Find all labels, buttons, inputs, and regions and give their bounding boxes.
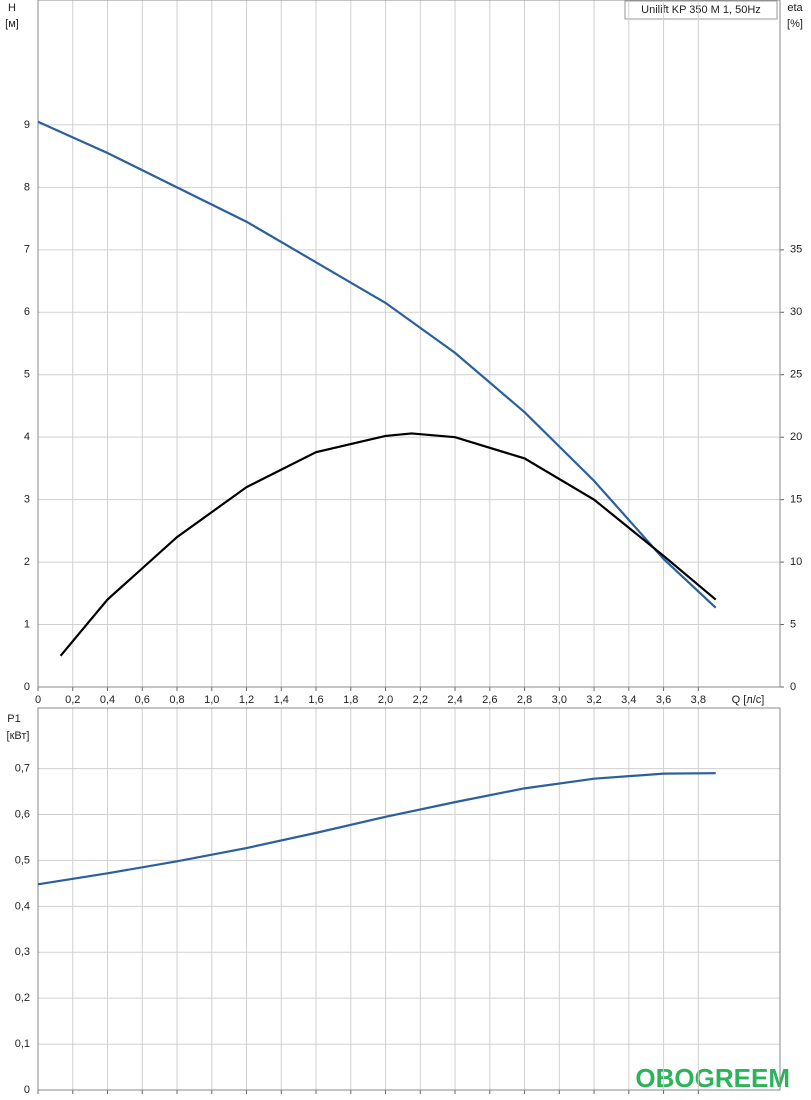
x-tick-label: 0,2 (65, 694, 80, 706)
series-line (37, 120, 717, 609)
x-tick-label: 1,0 (204, 694, 219, 706)
y2-tick-label: 10 (790, 556, 802, 568)
y-label: P1 (7, 713, 20, 725)
y-unit: [м] (5, 18, 19, 30)
y-tick-label: 0,4 (15, 900, 30, 912)
x-tick-label: 2,2 (413, 694, 428, 706)
x-tick-label: 1,2 (239, 694, 254, 706)
y2-tick-label: 25 (790, 369, 802, 381)
y2-tick-label: 30 (790, 306, 802, 318)
x-tick-label: 0,8 (169, 694, 184, 706)
x-label: Q [л/с] (732, 694, 765, 706)
x-tick-label: 0 (35, 694, 41, 706)
y2-unit: [%] (787, 18, 803, 30)
y-label: H (8, 2, 16, 14)
plot-frame (37, 707, 781, 1091)
plot-frame (37, 0, 781, 688)
y-tick-label: 6 (24, 306, 30, 318)
y2-tick-label: 20 (790, 431, 802, 443)
x-tick-label: 2,6 (482, 694, 497, 706)
y-tick-label: 3 (24, 494, 30, 506)
y-tick-label: 0,2 (15, 992, 30, 1004)
x-tick-label: 3,6 (656, 694, 671, 706)
y-tick-label: 4 (24, 431, 30, 443)
y2-tick-label: 0 (790, 681, 796, 693)
series-line (37, 772, 716, 886)
x-tick-label: 0,4 (100, 694, 115, 706)
y-tick-label: 0 (24, 681, 30, 693)
y-tick-label: 7 (24, 244, 30, 256)
x-tick-label: 3,8 (691, 694, 706, 706)
x-tick-label: 3,4 (621, 694, 636, 706)
y-tick-label: 0,3 (15, 946, 30, 958)
y-tick-label: 2 (24, 556, 30, 568)
x-tick-label: 3,2 (586, 694, 601, 706)
y2-tick-label: 15 (790, 494, 802, 506)
x-tick-label: 0,6 (135, 694, 150, 706)
y2-label: eta (787, 2, 803, 14)
x-tick-label: 1,4 (274, 694, 289, 706)
y-tick-label: 9 (24, 119, 30, 131)
watermark: OBOGREEM (635, 1063, 790, 1093)
y-tick-label: 0,1 (15, 1038, 30, 1050)
title-box (624, 0, 778, 20)
y-tick-label: 1 (24, 618, 30, 630)
x-tick-label: 1,6 (308, 694, 323, 706)
x-tick-label: 2,4 (447, 694, 462, 706)
x-tick-label: 2,8 (517, 694, 532, 706)
y2-tick-label: 5 (790, 618, 796, 630)
y-unit: [кВт] (7, 730, 30, 742)
y2-tick-label: 35 (790, 244, 802, 256)
y-tick-label: 5 (24, 369, 30, 381)
y-tick-label: 0,7 (15, 763, 30, 775)
series-line (59, 432, 717, 657)
x-tick-label: 1,8 (343, 694, 358, 706)
x-tick-label: 2,0 (378, 694, 393, 706)
y-tick-label: 0,5 (15, 854, 30, 866)
y-tick-label: 0,6 (15, 808, 30, 820)
x-tick-label: 3,0 (552, 694, 567, 706)
y-tick-label: 8 (24, 181, 30, 193)
y-tick-label: 0 (24, 1084, 30, 1096)
chart-title: Unilift KP 350 M 1, 50Hz (641, 4, 761, 16)
